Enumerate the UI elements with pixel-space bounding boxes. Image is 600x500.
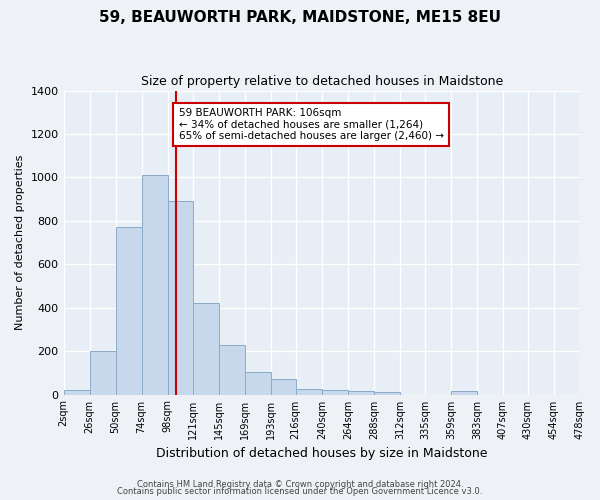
Bar: [374, 392, 400, 394]
Bar: [168, 202, 193, 394]
Y-axis label: Number of detached properties: Number of detached properties: [15, 155, 25, 330]
Bar: [322, 390, 348, 394]
Text: Contains public sector information licensed under the Open Government Licence v3: Contains public sector information licen…: [118, 488, 482, 496]
Bar: [89, 351, 116, 395]
Bar: [64, 390, 89, 394]
Bar: [245, 372, 271, 394]
Bar: [271, 380, 296, 394]
Bar: [296, 389, 322, 394]
Bar: [142, 175, 168, 394]
Text: 59 BEAUWORTH PARK: 106sqm
← 34% of detached houses are smaller (1,264)
65% of se: 59 BEAUWORTH PARK: 106sqm ← 34% of detac…: [179, 108, 443, 141]
Text: 59, BEAUWORTH PARK, MAIDSTONE, ME15 8EU: 59, BEAUWORTH PARK, MAIDSTONE, ME15 8EU: [99, 10, 501, 25]
Bar: [193, 304, 218, 394]
Bar: [348, 392, 374, 394]
Bar: [116, 228, 142, 394]
Bar: [218, 344, 245, 395]
Title: Size of property relative to detached houses in Maidstone: Size of property relative to detached ho…: [140, 75, 503, 88]
Text: Contains HM Land Registry data © Crown copyright and database right 2024.: Contains HM Land Registry data © Crown c…: [137, 480, 463, 489]
X-axis label: Distribution of detached houses by size in Maidstone: Distribution of detached houses by size …: [156, 447, 488, 460]
Bar: [451, 392, 477, 394]
